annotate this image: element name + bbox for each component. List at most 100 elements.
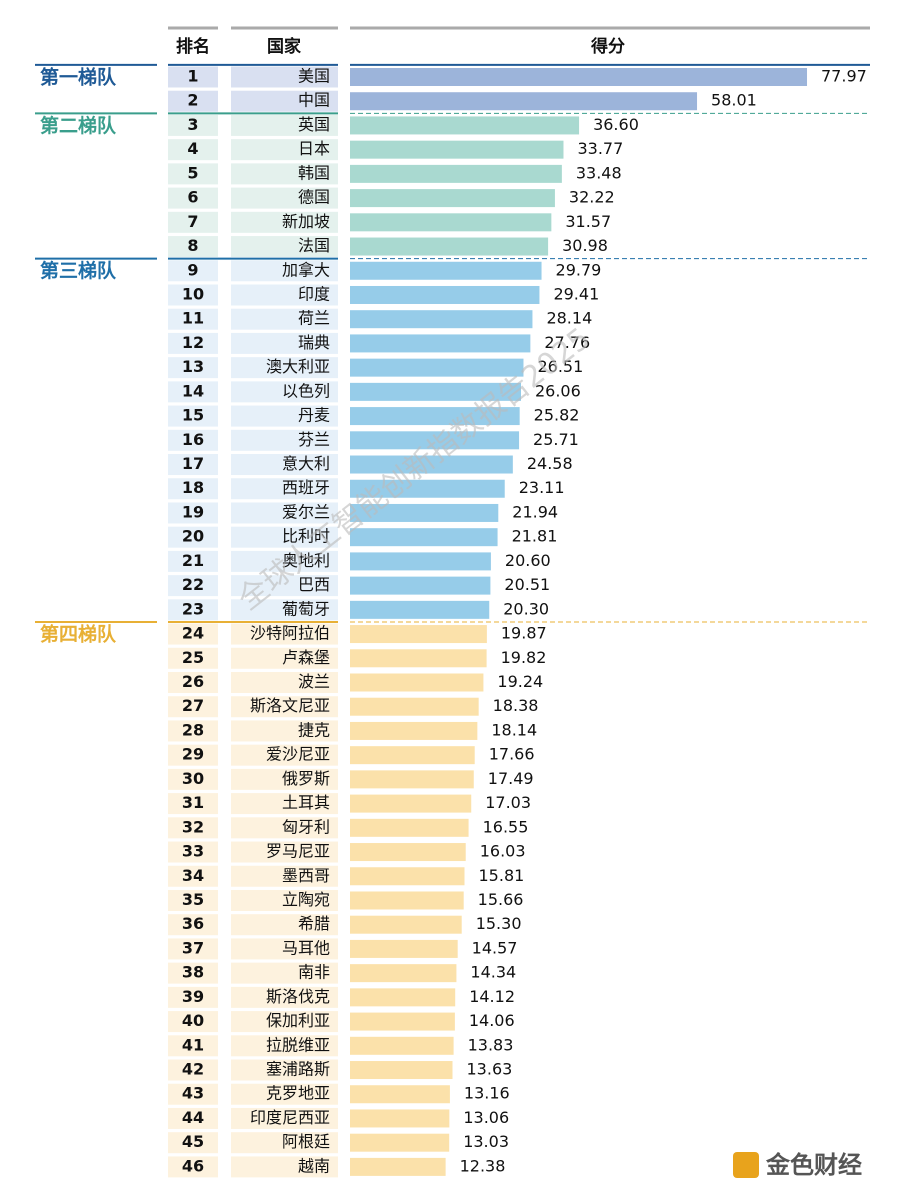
- tier-label: 第一梯队: [40, 65, 117, 88]
- bar: [350, 407, 520, 426]
- country-cell: [231, 332, 338, 354]
- bar: [350, 1109, 450, 1128]
- country: 芬兰: [298, 430, 330, 449]
- value-label: 15.66: [478, 890, 524, 909]
- value-label: 14.34: [470, 963, 516, 982]
- country: 奥地利: [282, 551, 330, 570]
- value-label: 31.57: [565, 212, 611, 231]
- rank: 20: [182, 527, 204, 546]
- rank-cell: [168, 1011, 218, 1033]
- rank-cell: [168, 938, 218, 960]
- header-country: 国家: [267, 36, 301, 57]
- rank-cell: [168, 841, 218, 863]
- value-label: 13.03: [463, 1132, 509, 1151]
- country: 塞浦路斯: [266, 1060, 330, 1079]
- country: 巴西: [298, 575, 330, 594]
- value-label: 33.77: [577, 139, 623, 158]
- value-label: 21.94: [512, 502, 558, 521]
- value-label: 29.41: [553, 284, 599, 303]
- rank-cell: [168, 502, 218, 524]
- bar: [350, 843, 466, 862]
- rows: 第一梯队 1 美国 77.97 2 中国 58.01 第二梯队 3 英国 36.60 4 日本 33.77…: [35, 63, 870, 1180]
- country: 匈牙利: [282, 817, 330, 836]
- value-label: 28.14: [546, 309, 592, 328]
- country-cell: [231, 502, 338, 524]
- value-label: 27.76: [544, 333, 590, 352]
- country: 俄罗斯: [282, 769, 330, 788]
- rank: 30: [182, 769, 204, 788]
- country: 南非: [298, 963, 330, 982]
- rank-cell: [168, 1083, 218, 1105]
- rank: 3: [187, 115, 198, 134]
- value-label: 19.24: [497, 672, 543, 691]
- bar: [350, 939, 458, 958]
- value-label: 13.63: [467, 1060, 513, 1079]
- rank: 32: [182, 817, 204, 836]
- country: 意大利: [282, 454, 330, 473]
- country-cell: [231, 114, 338, 136]
- value-label: 26.51: [537, 357, 583, 376]
- rank: 40: [182, 1011, 204, 1030]
- country-cell: [231, 478, 338, 500]
- country-cell: [231, 1059, 338, 1081]
- country-cell: [231, 211, 338, 233]
- tier-label: 第二梯队: [40, 114, 117, 137]
- header-rank: 排名: [176, 36, 210, 57]
- country-cell: [231, 260, 338, 282]
- country: 新加坡: [282, 212, 330, 231]
- country: 沙特阿拉伯: [250, 624, 330, 643]
- bar: [350, 92, 698, 111]
- country-cell: [231, 865, 338, 887]
- value-label: 30.98: [562, 236, 608, 255]
- country-cell: [231, 405, 338, 427]
- rank: 15: [182, 406, 204, 425]
- country: 斯洛伐克: [266, 987, 330, 1006]
- rank-cell: [168, 623, 218, 645]
- logo-text: 金色财经: [765, 1151, 862, 1179]
- rank: 46: [182, 1156, 204, 1175]
- bar: [350, 770, 474, 789]
- country-cell: [231, 284, 338, 306]
- value-label: 14.06: [469, 1011, 515, 1030]
- rank: 18: [182, 478, 204, 497]
- country: 拉脱维亚: [266, 1035, 330, 1054]
- rank: 42: [182, 1060, 204, 1079]
- rank: 2: [187, 91, 198, 110]
- rank-cell: [168, 284, 218, 306]
- country-cell: [231, 647, 338, 669]
- country: 法国: [298, 236, 330, 255]
- country-cell: [231, 696, 338, 718]
- country: 澳大利亚: [266, 357, 330, 376]
- country-cell: [231, 429, 338, 451]
- rank: 13: [182, 357, 204, 376]
- bar: [350, 794, 472, 813]
- country: 土耳其: [282, 793, 330, 812]
- country-cell: [231, 66, 338, 88]
- value-label: 23.11: [519, 478, 565, 497]
- bar: [350, 1157, 446, 1176]
- country-cell: [231, 1107, 338, 1129]
- country-cell: [231, 1083, 338, 1105]
- bar: [350, 1061, 453, 1080]
- country-cell: [231, 526, 338, 548]
- bar: [350, 189, 555, 208]
- value-label: 12.38: [460, 1156, 506, 1175]
- country-cell: [231, 768, 338, 790]
- tier-label: 第四梯队: [40, 622, 117, 645]
- rank-cell: [168, 405, 218, 427]
- rank: 23: [182, 599, 204, 618]
- country-cell: [231, 575, 338, 597]
- value-label: 14.12: [469, 987, 515, 1006]
- country-cell: [231, 163, 338, 185]
- rank-cell: [168, 865, 218, 887]
- rank: 8: [187, 236, 198, 255]
- rank: 7: [187, 212, 198, 231]
- country: 印度: [298, 284, 330, 303]
- bar: [350, 503, 499, 522]
- rank-cell: [168, 889, 218, 911]
- rank-cell: [168, 526, 218, 548]
- rank-cell: [168, 914, 218, 936]
- rank: 12: [182, 333, 204, 352]
- value-label: 17.03: [485, 793, 531, 812]
- value-label: 18.38: [493, 696, 539, 715]
